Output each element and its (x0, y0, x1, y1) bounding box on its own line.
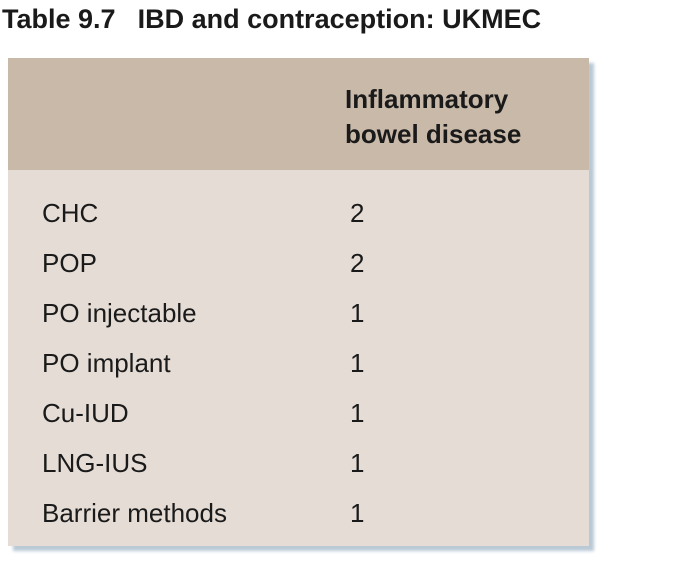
category-cell: 1 (350, 398, 365, 428)
table-row: Barrier methods 1 (8, 498, 589, 548)
category-cell: 1 (350, 498, 365, 528)
method-cell: Barrier methods (42, 498, 227, 528)
table-row: CHC 2 (8, 198, 589, 248)
method-cell: PO injectable (42, 298, 197, 328)
table-row: PO injectable 1 (8, 298, 589, 348)
category-cell: 1 (350, 348, 365, 378)
table-row: LNG-IUS 1 (8, 448, 589, 498)
table-number: Table 9.7 (2, 4, 116, 34)
table-header: Inflammatory bowel disease (8, 58, 589, 170)
table-title: Table 9.7 IBD and contraception: UKMEC (2, 4, 541, 35)
table-row: PO implant 1 (8, 348, 589, 398)
table-caption: IBD and contraception: UKMEC (137, 4, 542, 34)
method-cell: PO implant (42, 348, 171, 378)
category-cell: 2 (350, 198, 365, 228)
category-cell: 2 (350, 248, 365, 278)
table-row: Cu-IUD 1 (8, 398, 589, 448)
category-cell: 1 (350, 298, 365, 328)
method-cell: CHC (42, 198, 99, 228)
table-row: POP 2 (8, 248, 589, 298)
method-cell: LNG-IUS (42, 448, 148, 478)
column-header: Inflammatory bowel disease (345, 84, 522, 149)
method-cell: Cu-IUD (42, 398, 129, 428)
method-cell: POP (42, 248, 97, 278)
table: Inflammatory bowel disease CHC 2 POP 2 PO in… (8, 58, 589, 546)
category-cell: 1 (350, 448, 365, 478)
